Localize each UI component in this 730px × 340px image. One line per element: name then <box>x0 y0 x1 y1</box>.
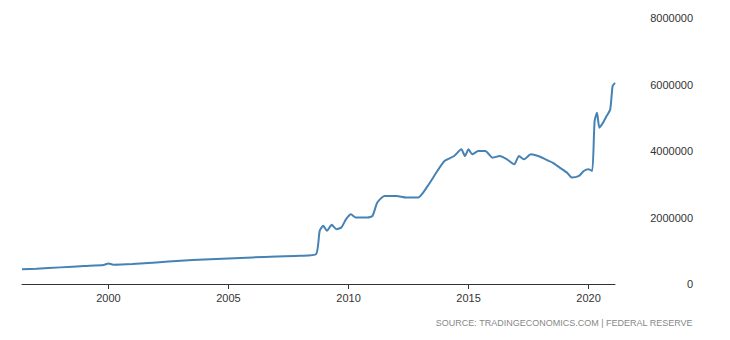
svg-text:2010: 2010 <box>336 292 360 304</box>
svg-text:6000000: 6000000 <box>650 79 693 91</box>
svg-text:SOURCE: TRADINGECONOMICS.COM |: SOURCE: TRADINGECONOMICS.COM | FEDERAL R… <box>436 318 693 328</box>
svg-text:4000000: 4000000 <box>650 145 693 157</box>
svg-text:2020: 2020 <box>576 292 600 304</box>
svg-text:2015: 2015 <box>456 292 480 304</box>
svg-text:0: 0 <box>687 278 693 290</box>
svg-text:2000000: 2000000 <box>650 212 693 224</box>
svg-text:2005: 2005 <box>216 292 240 304</box>
svg-text:2000: 2000 <box>96 292 120 304</box>
svg-text:8000000: 8000000 <box>650 12 693 24</box>
